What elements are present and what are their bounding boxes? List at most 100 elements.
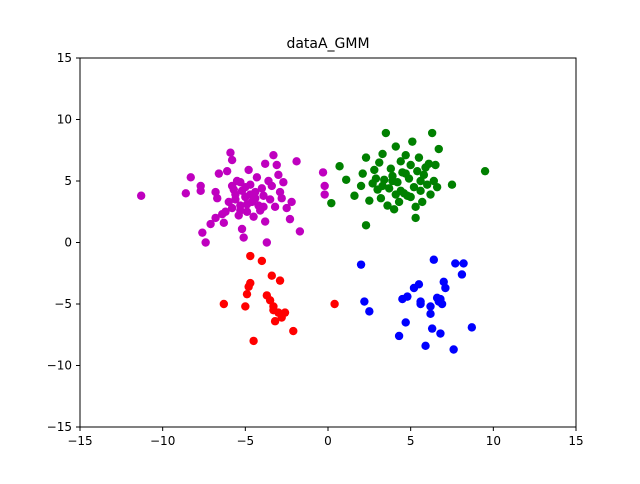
data-point <box>262 238 272 247</box>
data-point <box>414 153 424 162</box>
data-point <box>411 202 420 212</box>
data-point <box>381 128 391 138</box>
data-point <box>341 175 351 184</box>
x-tick-label: 0 <box>324 434 332 448</box>
y-tick-label: 15 <box>57 51 72 65</box>
data-point <box>414 280 424 289</box>
data-point <box>221 207 230 216</box>
data-point <box>257 256 267 266</box>
data-point <box>289 326 298 336</box>
data-point <box>211 213 220 223</box>
data-point <box>259 191 268 200</box>
y-tick-label: −10 <box>47 359 72 373</box>
data-point <box>396 157 405 166</box>
data-point <box>244 165 253 175</box>
x-tick-label: −10 <box>150 434 175 448</box>
data-point <box>411 213 420 223</box>
data-point <box>242 207 252 216</box>
data-point <box>436 329 445 338</box>
data-point <box>401 318 410 327</box>
data-point <box>394 197 404 207</box>
data-point <box>406 192 415 202</box>
data-point <box>394 331 404 341</box>
data-point <box>252 173 262 182</box>
data-point <box>408 137 417 146</box>
data-point <box>376 194 386 203</box>
x-tick-label: 15 <box>568 434 583 448</box>
data-point <box>467 323 477 332</box>
data-point <box>287 197 296 207</box>
data-point <box>206 219 215 229</box>
data-point <box>361 221 371 230</box>
data-point <box>214 169 224 178</box>
data-point <box>246 278 255 288</box>
data-point <box>292 157 301 166</box>
data-point <box>269 305 278 315</box>
data-point <box>378 181 387 191</box>
x-tick-label: −5 <box>236 434 254 448</box>
data-point <box>249 336 258 346</box>
data-point <box>219 299 229 309</box>
data-point <box>327 198 336 208</box>
x-tick-label: 5 <box>407 434 415 448</box>
data-point <box>320 181 329 191</box>
data-point <box>213 194 222 203</box>
data-point <box>365 196 374 205</box>
data-point <box>370 165 379 175</box>
data-point <box>350 191 359 200</box>
data-point <box>257 184 267 193</box>
data-point <box>242 200 252 209</box>
data-point <box>265 296 275 305</box>
data-point <box>423 180 432 189</box>
data-point <box>426 190 435 199</box>
data-point <box>242 289 252 299</box>
plot-frame <box>79 57 577 428</box>
data-point <box>416 176 425 186</box>
data-point <box>270 202 280 212</box>
data-point <box>282 203 291 213</box>
data-point <box>426 302 435 311</box>
data-point <box>386 164 396 173</box>
chart-title: dataA_GMM <box>286 36 369 52</box>
x-tick-label: 10 <box>486 434 501 448</box>
data-point <box>365 307 374 316</box>
data-point <box>378 149 387 159</box>
data-point <box>401 150 410 160</box>
data-point <box>277 194 286 203</box>
data-point <box>413 166 422 176</box>
data-point <box>267 271 276 280</box>
data-point <box>388 176 397 186</box>
data-point <box>285 214 295 224</box>
data-point <box>457 270 467 279</box>
data-point <box>320 190 329 199</box>
data-point <box>391 142 400 151</box>
data-point <box>318 168 328 177</box>
y-tick-label: 5 <box>64 174 72 188</box>
data-point <box>224 197 233 207</box>
data-point <box>480 166 490 176</box>
data-point <box>421 341 430 351</box>
data-point <box>237 186 247 196</box>
data-point <box>447 180 457 189</box>
data-point <box>424 159 434 168</box>
data-point <box>196 181 205 191</box>
data-point <box>227 203 237 213</box>
data-point <box>246 251 255 261</box>
data-point <box>265 195 275 204</box>
data-point <box>227 155 237 165</box>
data-point <box>275 276 285 285</box>
data-point <box>429 255 439 264</box>
data-point <box>279 178 288 187</box>
data-point <box>295 227 305 236</box>
data-point <box>427 324 437 333</box>
data-point <box>426 309 435 319</box>
data-point <box>356 260 366 269</box>
data-point <box>219 218 229 228</box>
data-point <box>198 228 207 237</box>
data-point <box>441 283 450 293</box>
data-point <box>432 182 442 192</box>
data-point <box>274 170 283 180</box>
data-point <box>186 173 195 182</box>
